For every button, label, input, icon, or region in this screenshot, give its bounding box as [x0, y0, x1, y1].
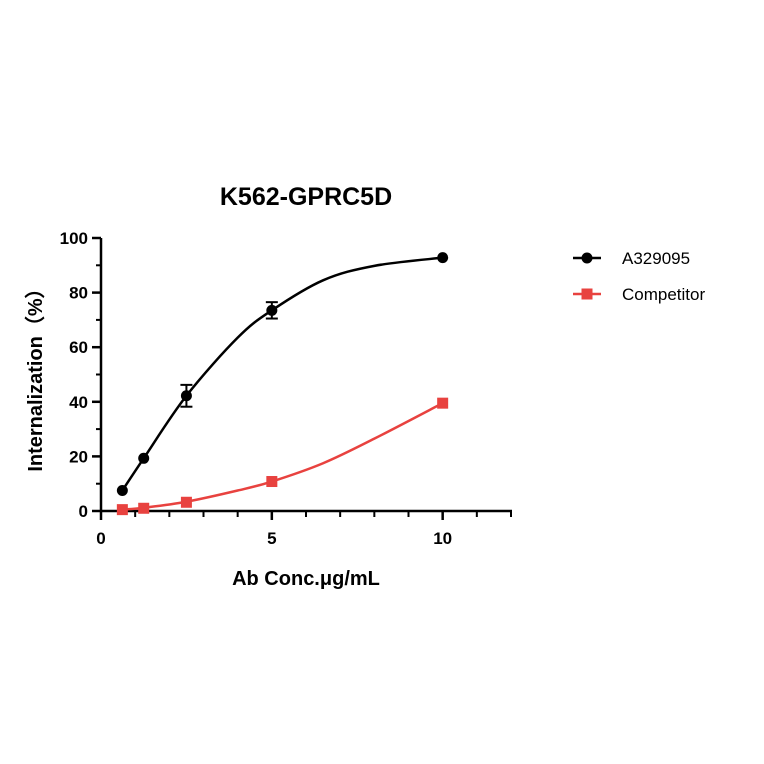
data-point [266, 476, 278, 488]
legend-marker [581, 252, 593, 264]
chart-title: K562-GPRC5D [220, 183, 392, 211]
y-axis-label: Internalization（%） [24, 278, 47, 471]
x-ticks: 0 5 10 [96, 511, 512, 548]
data-point [266, 304, 278, 316]
series-line [121, 256, 443, 492]
data-point [180, 390, 192, 402]
x-tick-label: 5 [267, 529, 276, 548]
legend-label: A329095 [622, 249, 690, 268]
plot-area [116, 252, 449, 516]
series-competitor [116, 397, 449, 516]
y-tick-label: 40 [69, 393, 88, 412]
x-axis-label: Ab Conc.μg/mL [232, 568, 380, 590]
legend-label: Competitor [622, 285, 705, 304]
y-tick-label: 100 [60, 229, 88, 248]
legend-item-a329095: A329095 [573, 249, 690, 268]
x-tick-label: 0 [96, 529, 105, 548]
y-tick-label: 20 [69, 447, 88, 466]
y-ticks: 0 20 40 60 80 100 [60, 229, 101, 521]
axes: 0 20 40 60 80 100 0 5 10 [60, 229, 512, 548]
y-tick-label: 0 [79, 502, 88, 521]
y-tick-label: 60 [69, 338, 88, 357]
data-point [437, 252, 449, 264]
legend-marker [581, 288, 593, 300]
data-point [116, 504, 128, 516]
data-point [116, 485, 128, 497]
data-point [138, 502, 150, 514]
legend: A329095 Competitor [573, 249, 705, 304]
x-tick-label: 10 [433, 529, 452, 548]
series-a329095 [116, 252, 449, 497]
y-tick-label: 80 [69, 284, 88, 303]
data-point [437, 397, 449, 409]
data-point [138, 452, 150, 464]
legend-item-competitor: Competitor [573, 285, 705, 304]
data-point [180, 496, 192, 508]
